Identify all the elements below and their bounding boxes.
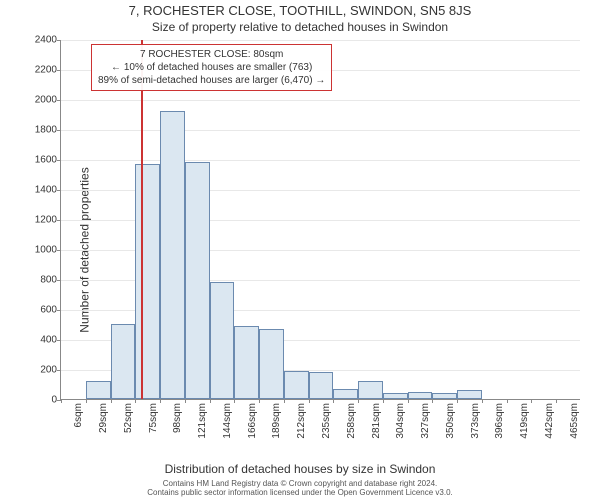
footer-line: Contains HM Land Registry data © Crown c…: [0, 479, 600, 489]
x-tick-label: 350sqm: [445, 403, 456, 439]
x-tick-mark: [185, 399, 186, 403]
histogram-bar: [160, 111, 185, 399]
y-tick-mark: [57, 250, 61, 251]
x-tick-mark: [135, 399, 136, 403]
y-tick-label: 1600: [35, 155, 57, 166]
histogram-bar: [111, 324, 136, 399]
histogram-bar: [383, 393, 408, 399]
histogram-bar: [210, 282, 235, 399]
y-tick-label: 1000: [35, 245, 57, 256]
x-tick-label: 98sqm: [172, 403, 183, 433]
x-tick-label: 6sqm: [73, 403, 84, 427]
x-tick-mark: [111, 399, 112, 403]
x-tick-label: 144sqm: [222, 403, 233, 439]
x-tick-mark: [210, 399, 211, 403]
x-tick-label: 29sqm: [98, 403, 109, 433]
x-tick-mark: [284, 399, 285, 403]
x-tick-label: 327sqm: [420, 403, 431, 439]
x-tick-label: 419sqm: [519, 403, 530, 439]
footer-attribution: Contains HM Land Registry data © Crown c…: [0, 479, 600, 498]
histogram-bar: [333, 389, 358, 400]
y-tick-mark: [57, 40, 61, 41]
gridline: [61, 40, 580, 41]
chart-container: 7, ROCHESTER CLOSE, TOOTHILL, SWINDON, S…: [0, 0, 600, 500]
x-tick-mark: [86, 399, 87, 403]
x-tick-label: 465sqm: [569, 403, 580, 439]
x-tick-mark: [432, 399, 433, 403]
y-tick-label: 2200: [35, 65, 57, 76]
marker-info-box: 7 ROCHESTER CLOSE: 80sqm ← 10% of detach…: [91, 44, 332, 91]
x-tick-label: 235sqm: [321, 403, 332, 439]
x-tick-label: 373sqm: [470, 403, 481, 439]
y-tick-mark: [57, 70, 61, 71]
y-tick-label: 1400: [35, 185, 57, 196]
histogram-bar: [408, 392, 433, 400]
plot-area: 0200400600800100012001400160018002000220…: [60, 40, 580, 400]
histogram-bar: [284, 371, 309, 400]
y-tick-mark: [57, 280, 61, 281]
chart-title: 7, ROCHESTER CLOSE, TOOTHILL, SWINDON, S…: [0, 3, 600, 18]
x-tick-label: 258sqm: [346, 403, 357, 439]
x-tick-mark: [309, 399, 310, 403]
info-line: 7 ROCHESTER CLOSE: 80sqm: [98, 48, 325, 61]
x-tick-mark: [507, 399, 508, 403]
x-tick-mark: [457, 399, 458, 403]
x-tick-label: 121sqm: [197, 403, 208, 439]
x-tick-mark: [482, 399, 483, 403]
chart-subtitle: Size of property relative to detached ho…: [0, 20, 600, 34]
y-tick-label: 1800: [35, 125, 57, 136]
x-tick-label: 52sqm: [123, 403, 134, 433]
x-tick-mark: [259, 399, 260, 403]
x-tick-mark: [160, 399, 161, 403]
y-tick-label: 2400: [35, 35, 57, 46]
histogram-bar: [358, 381, 383, 399]
histogram-bar: [86, 381, 111, 399]
histogram-bar: [309, 372, 334, 399]
x-tick-label: 396sqm: [494, 403, 505, 439]
info-line: 89% of semi-detached houses are larger (…: [98, 74, 325, 87]
x-tick-mark: [61, 399, 62, 403]
gridline: [61, 160, 580, 161]
gridline: [61, 130, 580, 131]
histogram-bar: [457, 390, 482, 399]
x-axis-label: Distribution of detached houses by size …: [0, 462, 600, 476]
marker-line: [141, 40, 143, 399]
histogram-bar: [432, 393, 457, 399]
histogram-bar: [135, 164, 160, 400]
y-tick-label: 800: [40, 275, 57, 286]
x-tick-label: 304sqm: [395, 403, 406, 439]
histogram-bar: [259, 329, 284, 400]
x-tick-mark: [531, 399, 532, 403]
histogram-bar: [185, 162, 210, 399]
y-tick-label: 600: [40, 305, 57, 316]
y-tick-label: 2000: [35, 95, 57, 106]
y-tick-label: 400: [40, 335, 57, 346]
histogram-bar: [234, 326, 259, 400]
x-tick-label: 189sqm: [271, 403, 282, 439]
y-tick-mark: [57, 340, 61, 341]
x-tick-mark: [408, 399, 409, 403]
info-line: ← 10% of detached houses are smaller (76…: [98, 61, 325, 74]
y-tick-mark: [57, 190, 61, 191]
x-tick-label: 212sqm: [296, 403, 307, 439]
y-tick-label: 200: [40, 365, 57, 376]
y-tick-mark: [57, 370, 61, 371]
x-tick-label: 75sqm: [148, 403, 159, 433]
y-tick-mark: [57, 160, 61, 161]
y-tick-label: 1200: [35, 215, 57, 226]
x-tick-mark: [383, 399, 384, 403]
x-tick-label: 442sqm: [544, 403, 555, 439]
x-tick-mark: [333, 399, 334, 403]
x-tick-mark: [234, 399, 235, 403]
x-tick-mark: [358, 399, 359, 403]
y-tick-mark: [57, 220, 61, 221]
x-tick-mark: [556, 399, 557, 403]
gridline: [61, 100, 580, 101]
x-tick-label: 281sqm: [371, 403, 382, 439]
y-tick-mark: [57, 310, 61, 311]
footer-line: Contains public sector information licen…: [0, 488, 600, 498]
x-tick-label: 166sqm: [247, 403, 258, 439]
y-tick-mark: [57, 100, 61, 101]
y-tick-mark: [57, 130, 61, 131]
